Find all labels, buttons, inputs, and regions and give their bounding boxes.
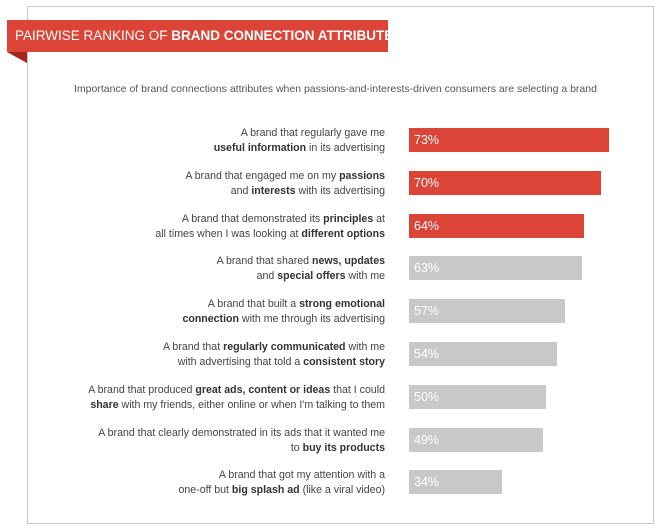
category-label-segment: strong emotional: [299, 298, 385, 311]
category-label-line: with advertising that told a consistent …: [45, 355, 385, 370]
category-label-segment: great ads, content or ideas: [195, 383, 331, 396]
category-label-line: one-off but big splash ad (like a viral …: [45, 483, 385, 498]
category-label-segment: regularly communicated: [223, 341, 346, 353]
category-label-segment: different options: [301, 227, 385, 240]
category-label-line: and interests with its advertising: [45, 184, 385, 199]
category-label-segment: all times when I was looking at: [155, 227, 302, 240]
category-label-segment: that I could: [330, 383, 385, 396]
category-label-line: A brand that clearly demonstrated in its…: [45, 426, 385, 441]
category-label-line: useful information in its advertising: [45, 141, 385, 156]
category-label-line: all times when I was looking at differen…: [45, 227, 385, 242]
category-label-segment: news, updates: [312, 255, 385, 268]
category-label-segment: A brand that shared: [216, 255, 312, 268]
bar: 34%: [409, 470, 503, 495]
banner-bold: BRAND CONNECTION ATTRIBUTES: [171, 28, 403, 43]
category-label-segment: share: [90, 398, 119, 411]
banner-prefix: PAIRWISE RANKING OF: [15, 28, 172, 43]
category-label-segment: one-off but: [178, 484, 232, 497]
bar: 70%: [409, 170, 601, 195]
category-label-segment: with me: [345, 341, 385, 353]
category-label-segment: with advertising that told a: [177, 356, 304, 368]
category-label-line: A brand that shared news, updates: [45, 254, 385, 269]
category-label-line: and special offers with me: [45, 269, 385, 284]
category-label-segment: consistent story: [303, 356, 385, 368]
category-label-segment: in its advertising: [306, 142, 385, 154]
category-label-line: A brand that engaged me on my passions: [45, 169, 385, 184]
chart-banner: PAIRWISE RANKING OF BRAND CONNECTION ATT…: [7, 20, 402, 52]
category-label-line: A brand that regularly communicated with…: [45, 340, 385, 355]
category-label-segment: (like a viral video): [299, 484, 385, 497]
category-label-segment: with me: [345, 270, 385, 283]
bar-value-label: 64%: [414, 218, 440, 233]
bar-value-label: 73%: [414, 133, 440, 147]
category-label-line: A brand that demonstrated its principles…: [45, 212, 385, 227]
bar-value-label: 34%: [414, 475, 440, 490]
banner-fold: [7, 52, 27, 63]
category-label-segment: buy its products: [302, 441, 385, 454]
category-label-line: A brand that produced great ads, content…: [45, 383, 385, 398]
category-label-line: connection with me through its advertisi…: [45, 312, 385, 327]
category-label-line: A brand that regularly gave me: [45, 126, 385, 141]
category-label: A brand that produced great ads, content…: [45, 383, 385, 413]
category-label-line: share with my friends, either online or …: [45, 398, 385, 413]
category-label-segment: big splash ad: [231, 484, 300, 497]
category-label-segment: A brand that produced: [88, 383, 196, 396]
category-label-segment: with me through its advertising: [238, 313, 385, 326]
category-label: A brand that clearly demonstrated in its…: [45, 426, 385, 456]
category-label-segment: with my friends, either online or when I…: [118, 398, 385, 411]
bar: 63%: [409, 256, 582, 281]
category-label-line: A brand that got my attention with a: [45, 468, 385, 483]
category-label-line: to buy its products: [45, 441, 385, 456]
category-label-segment: A brand that regularly gave me: [240, 127, 385, 139]
category-label-segment: A brand that clearly demonstrated in its…: [98, 426, 385, 439]
category-label: A brand that got my attention with a one-…: [45, 468, 385, 498]
category-label-segment: with its advertising: [295, 184, 385, 197]
bar: 54%: [409, 342, 557, 366]
category-label-segment: and: [230, 184, 252, 197]
bar: 49%: [409, 427, 544, 452]
category-label: A brand that engaged me on my passions an…: [45, 169, 385, 199]
category-label-segment: A brand that built a: [207, 298, 300, 311]
category-label-segment: A brand that got my attention with a: [218, 469, 385, 482]
category-label-segment: and: [256, 270, 278, 283]
chart-subtitle: Importance of brand connections attribut…: [74, 83, 597, 95]
bar: 57%: [409, 299, 566, 324]
bar-value-label: 50%: [414, 389, 440, 404]
bar: 73%: [409, 128, 610, 152]
category-label-segment: A brand that demonstrated its: [181, 212, 324, 225]
bar-value-label: 49%: [414, 432, 440, 447]
category-label-line: A brand that built a strong emotional: [45, 297, 385, 312]
category-label: A brand that demonstrated its principles…: [45, 212, 385, 242]
category-label-segment: A brand that: [163, 341, 224, 353]
bar-value-label: 57%: [414, 304, 440, 319]
category-label-segment: principles: [323, 212, 374, 225]
bar: 50%: [409, 384, 546, 409]
category-label-segment: useful information: [213, 142, 307, 154]
bar: 64%: [409, 213, 585, 238]
category-label-segment: connection: [182, 313, 239, 326]
bar-value-label: 54%: [414, 347, 440, 361]
bar-value-label: 70%: [414, 175, 440, 190]
category-label-segment: passions: [339, 169, 385, 182]
category-label-segment: special offers: [277, 270, 346, 283]
category-label: A brand that regularly communicated with…: [45, 340, 385, 370]
bar-value-label: 63%: [414, 261, 440, 276]
category-label-segment: to: [290, 441, 303, 454]
category-label: A brand that shared news, updates and spe…: [45, 254, 385, 284]
category-label-segment: interests: [251, 184, 296, 197]
category-label: A brand that regularly gave me useful inf…: [45, 126, 385, 156]
category-label: A brand that built a strong emotional con…: [45, 297, 385, 327]
category-label-segment: A brand that engaged me on my: [185, 169, 340, 182]
category-label-segment: at: [373, 212, 385, 225]
